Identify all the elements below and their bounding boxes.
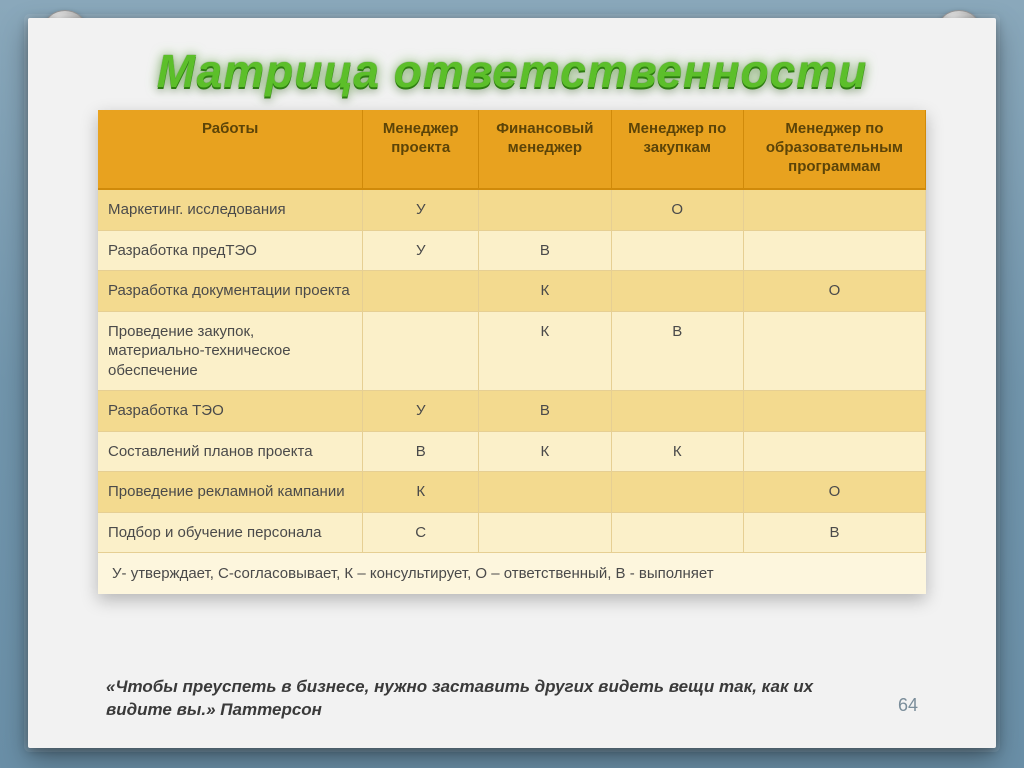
responsibility-matrix-table: Работы Менеджер проекта Финансовый менед… [98, 110, 926, 594]
cell-code: В [743, 512, 925, 553]
page-number: 64 [898, 695, 918, 722]
quote-text: «Чтобы преуспеть в бизнесе, нужно застав… [106, 676, 874, 722]
cell-code [479, 512, 611, 553]
cell-code [743, 230, 925, 271]
matrix-table-wrap: Работы Менеджер проекта Финансовый менед… [98, 110, 926, 594]
table-row: Проведение рекламной кампании К О [98, 472, 926, 513]
cell-code: К [363, 472, 479, 513]
cell-work: Составлений планов проекта [98, 431, 363, 472]
table-row: Подбор и обучение персонала С В [98, 512, 926, 553]
cell-code: В [363, 431, 479, 472]
cell-code [743, 431, 925, 472]
table-row: Разработка документации проекта К О [98, 271, 926, 312]
table-header-row: Работы Менеджер проекта Финансовый менед… [98, 110, 926, 189]
slide-card: Матрица ответственности Работы Менеджер … [28, 18, 996, 748]
cell-code: К [479, 311, 611, 391]
cell-code: В [479, 230, 611, 271]
cell-code [611, 271, 743, 312]
cell-code: К [479, 431, 611, 472]
cell-work: Проведение закупок, материально-техничес… [98, 311, 363, 391]
cell-code: У [363, 391, 479, 432]
cell-code: В [479, 391, 611, 432]
cell-work: Проведение рекламной кампании [98, 472, 363, 513]
col-pm: Менеджер проекта [363, 110, 479, 189]
table-body: Маркетинг. исследования У О Разработка п… [98, 189, 926, 553]
cell-code [611, 472, 743, 513]
cell-code [479, 189, 611, 230]
col-works: Работы [98, 110, 363, 189]
table-legend: У- утверждает, С-согласовывает, К – конс… [98, 553, 926, 595]
cell-code: В [611, 311, 743, 391]
table-row: Составлений планов проекта В К К [98, 431, 926, 472]
table-row: Разработка предТЭО У В [98, 230, 926, 271]
cell-code: К [479, 271, 611, 312]
slide-footer: «Чтобы преуспеть в бизнесе, нужно застав… [106, 676, 918, 722]
cell-work: Разработка ТЭО [98, 391, 363, 432]
cell-code [363, 311, 479, 391]
cell-work: Разработка документации проекта [98, 271, 363, 312]
cell-code [743, 311, 925, 391]
cell-code [611, 230, 743, 271]
cell-code: О [743, 271, 925, 312]
cell-code: С [363, 512, 479, 553]
cell-code [743, 189, 925, 230]
col-procure: Менеджер по закупкам [611, 110, 743, 189]
table-row: Разработка ТЭО У В [98, 391, 926, 432]
page-title: Матрица ответственности [28, 44, 996, 98]
table-row: Маркетинг. исследования У О [98, 189, 926, 230]
col-finance: Финансовый менеджер [479, 110, 611, 189]
cell-code: К [611, 431, 743, 472]
cell-code: У [363, 189, 479, 230]
cell-work: Подбор и обучение персонала [98, 512, 363, 553]
cell-code [743, 391, 925, 432]
cell-work: Маркетинг. исследования [98, 189, 363, 230]
cell-code [611, 512, 743, 553]
cell-code [479, 472, 611, 513]
cell-code: О [743, 472, 925, 513]
table-row: Проведение закупок, материально-техничес… [98, 311, 926, 391]
col-edu: Менеджер по образовательным программам [743, 110, 925, 189]
cell-code [363, 271, 479, 312]
cell-work: Разработка предТЭО [98, 230, 363, 271]
cell-code: У [363, 230, 479, 271]
cell-code [611, 391, 743, 432]
cell-code: О [611, 189, 743, 230]
table-legend-row: У- утверждает, С-согласовывает, К – конс… [98, 553, 926, 595]
